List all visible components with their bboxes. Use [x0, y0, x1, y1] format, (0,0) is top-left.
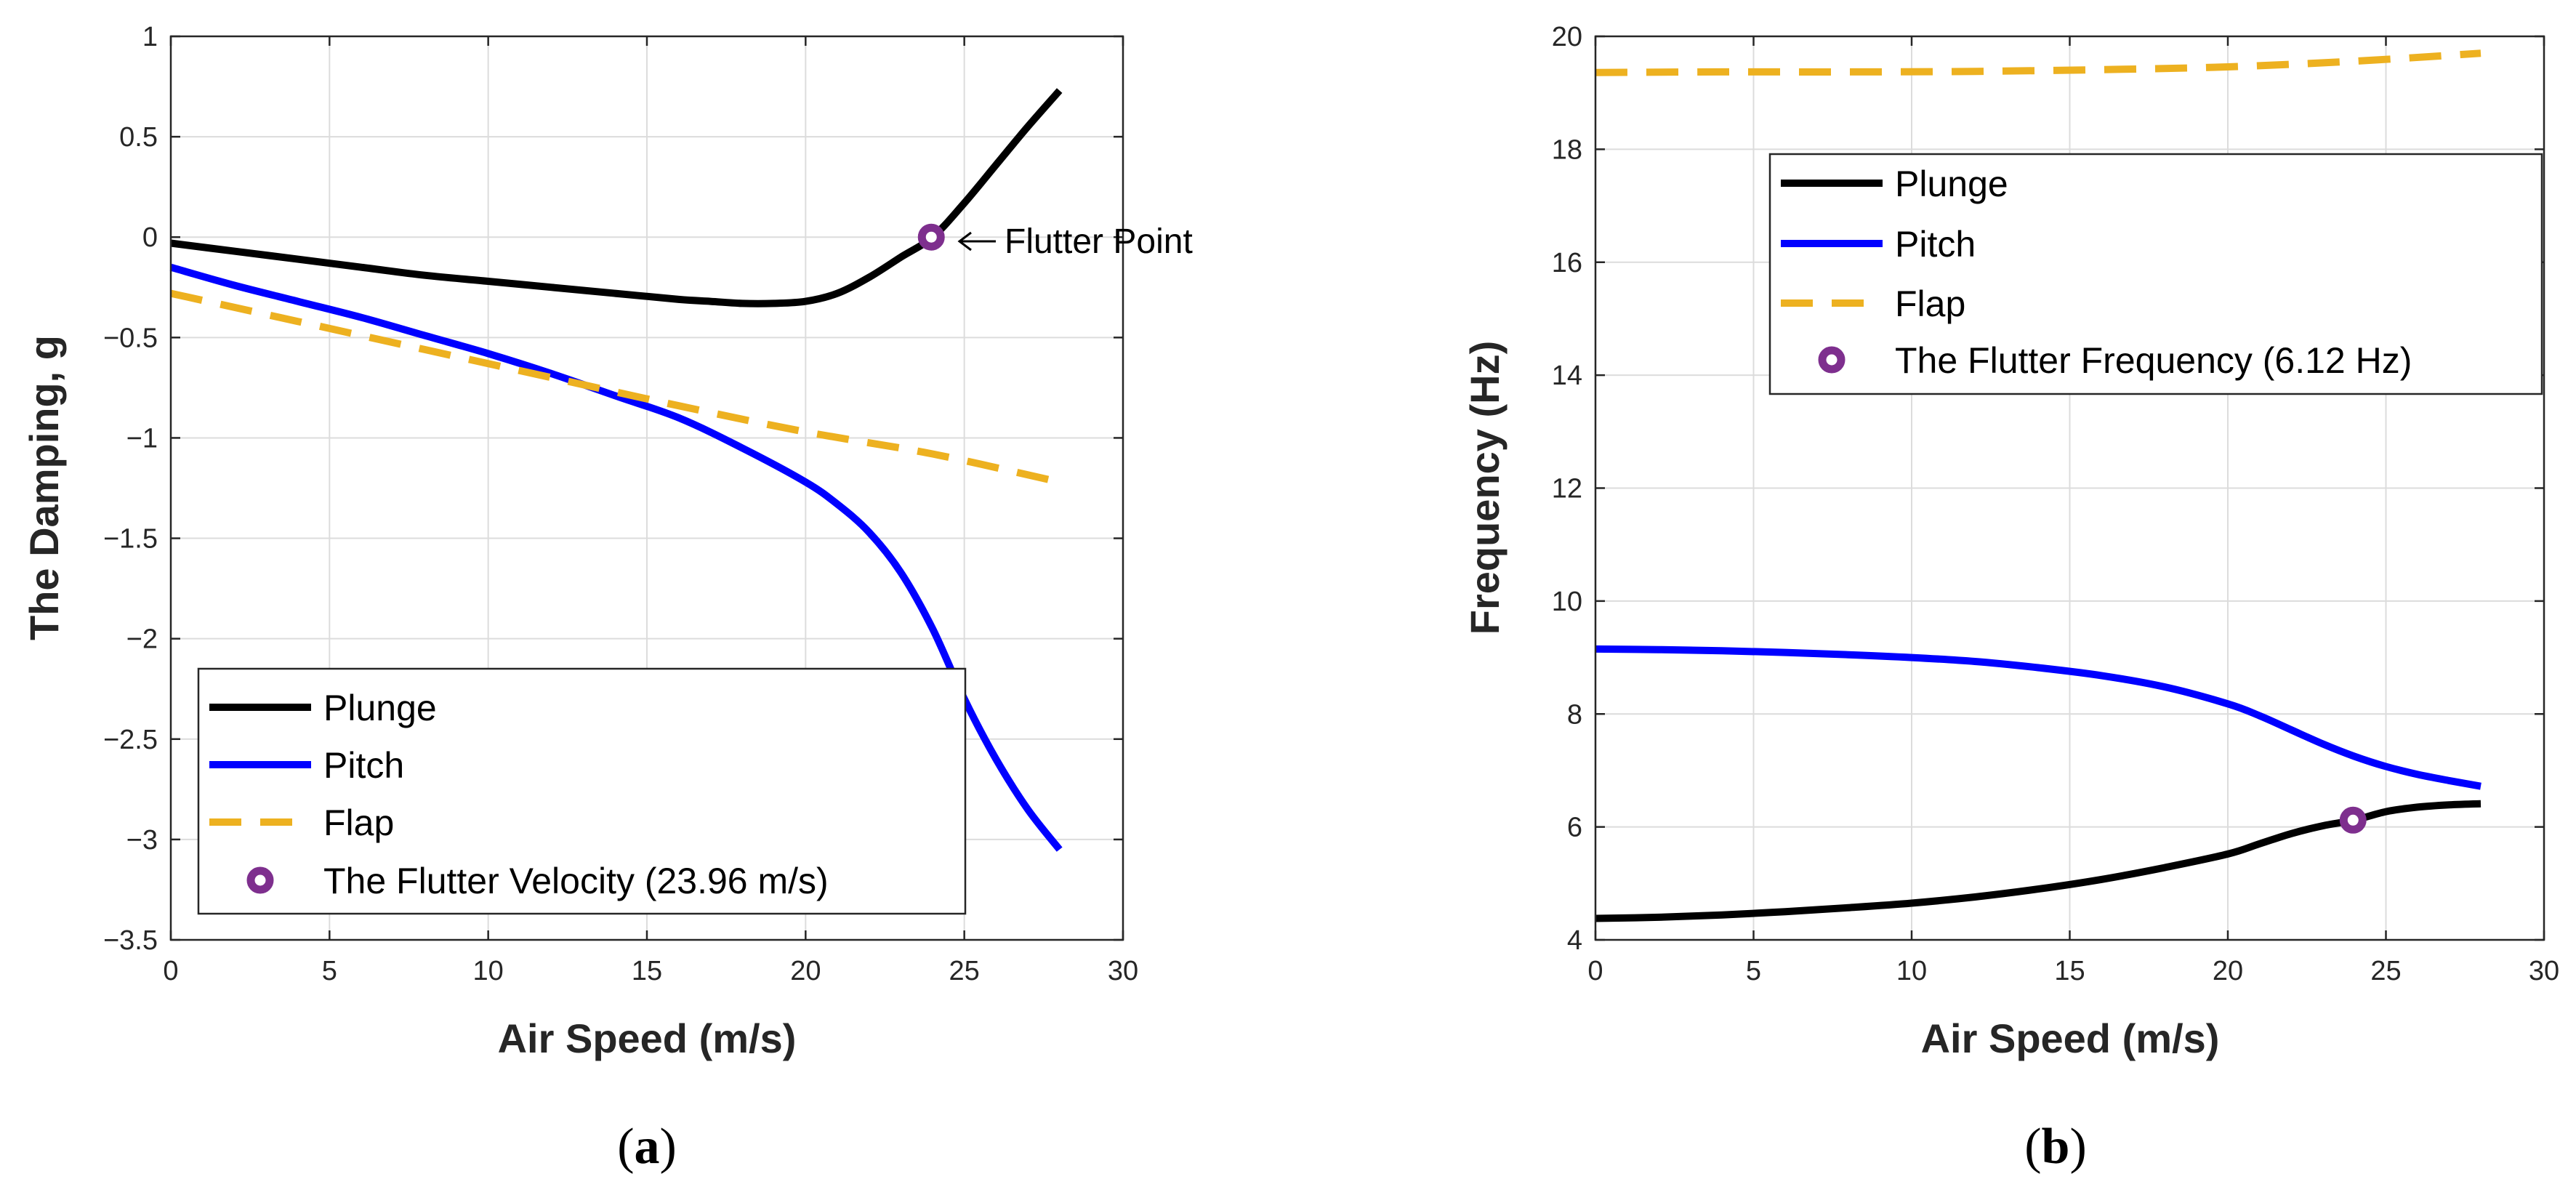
panel-b-xtick-label: 10: [1896, 956, 1927, 986]
panel-b-xtick-label: 20: [2213, 956, 2243, 986]
panel-b-xtick-label: 25: [2370, 956, 2401, 986]
panel-a-xtick-label: 30: [1108, 956, 1138, 986]
panel-a-xtick-label: 10: [473, 956, 504, 986]
panel-a-caption-letter: a: [635, 1119, 660, 1175]
panel-a-plunge-line: [170, 88, 1063, 307]
panel-a-ytick-label: −3.5: [103, 925, 158, 956]
legend-b-flutter-label: The Flutter Frequency (6.12 Hz): [1895, 340, 2412, 381]
panel-b-frequency-chart: 0 5 10 15 20 25 30 4 6 8 10 12 14 16 18 20 Air Speed (m…: [1462, 22, 2559, 1175]
panel-a-xtick-label: 5: [322, 956, 337, 986]
panel-b-ytick-label: 8: [1567, 699, 1582, 730]
panel-b-series: [1595, 49, 2482, 922]
panel-b-pitch-line: [1595, 645, 2482, 790]
panel-b-ytick-label: 12: [1552, 474, 1582, 504]
panel-a-ytick-label: −2: [126, 624, 158, 655]
panel-a-xtick-label: 0: [163, 956, 178, 986]
legend-b-plunge-label: Plunge: [1895, 164, 2008, 204]
panel-a-flutter-point-marker: [917, 223, 945, 251]
legend-b-pitch-label: Pitch: [1895, 224, 1976, 265]
panel-b-ytick-label: 14: [1552, 361, 1582, 391]
panel-a-ytick-label: −0.5: [103, 323, 158, 353]
panel-a-ytick-label: −2.5: [103, 725, 158, 755]
legend-a-plunge-label: Plunge: [323, 688, 437, 728]
panel-b-ytick-label: 4: [1567, 925, 1582, 956]
panel-b-legend: Plunge Pitch Flap The Flutter Frequency …: [1768, 153, 2543, 395]
legend-a-flutter-marker: [246, 866, 274, 894]
panel-a-legend-box: [197, 667, 967, 915]
panel-b-xtick-label: 5: [1746, 956, 1761, 986]
panel-b-ytick-label: 18: [1552, 134, 1582, 165]
legend-a-flap-label: Flap: [323, 802, 394, 843]
legend-b-flutter-marker: [1818, 346, 1846, 374]
panel-a-ytick-label: 0.5: [119, 122, 158, 153]
panel-b-ticks: 0 5 10 15 20 25 30 4 6 8 10 12 14 16 18 20: [1552, 22, 2559, 986]
panel-a-ytick-label: −3: [126, 825, 158, 856]
panel-a-xtick-label: 20: [790, 956, 821, 986]
panel-a-ytick-label: 1: [142, 22, 158, 52]
panel-b-ytick-label: 6: [1567, 813, 1582, 843]
panel-a-ytick-label: 0: [142, 222, 158, 253]
legend-a-flutter-label: The Flutter Velocity (23.96 m/s): [323, 861, 829, 901]
panel-a-ytick-label: −1.5: [103, 524, 158, 555]
legend-a-pitch-label: Pitch: [323, 745, 404, 786]
panel-b-ytick-label: 16: [1552, 248, 1582, 278]
panel-b-xtick-label: 30: [2529, 956, 2559, 986]
panel-a-ticks: 0 5 10 15 20 25 30 −3.5 −3 −2.5 −2 −1.5 −1 −0.5 0 0.5 1: [103, 22, 1138, 986]
flutter-point-annotation: Flutter Point: [957, 222, 1193, 261]
panel-a-ylabel: The Damping, g: [21, 335, 67, 640]
panel-b-ytick-label: 20: [1552, 22, 1582, 52]
panel-b-ytick-label: 10: [1552, 587, 1582, 617]
panel-b-xlabel: Air Speed (m/s): [1921, 1015, 2220, 1061]
flutter-point-arrowhead: [957, 231, 972, 252]
panel-a-xtick-label: 15: [632, 956, 662, 986]
panel-a-ytick-label: −1: [126, 423, 158, 454]
panel-a-xtick-label: 25: [949, 956, 980, 986]
panel-a-legend: Plunge Pitch Flap The Flutter Velocity (…: [197, 667, 967, 915]
panel-b-legend-box: [1768, 153, 2543, 395]
panel-b-plunge-line: [1595, 800, 2482, 922]
panel-b-xtick-label: 0: [1587, 956, 1603, 986]
legend-b-flap-label: Flap: [1895, 283, 1965, 324]
panel-b-flap-line: [1595, 49, 2482, 76]
flutter-point-label: Flutter Point: [1005, 222, 1193, 261]
panel-b-caption-letter: b: [2042, 1119, 2070, 1175]
panel-a-caption: (a): [617, 1119, 677, 1175]
panel-b-flutter-point-marker: [2339, 806, 2367, 834]
panel-b-caption: (b): [2024, 1119, 2087, 1175]
panel-b-xtick-label: 15: [2054, 956, 2085, 986]
panel-a-damping-chart: 0 5 10 15 20 25 30−3.5−3−2.5−2−1.5−1−0.500.51 …: [21, 22, 1193, 1175]
panel-a-flap-line: [169, 289, 1060, 486]
panel-a-xlabel: Air Speed (m/s): [498, 1015, 797, 1061]
panel-b-ylabel: Frequency (Hz): [1462, 341, 1508, 635]
